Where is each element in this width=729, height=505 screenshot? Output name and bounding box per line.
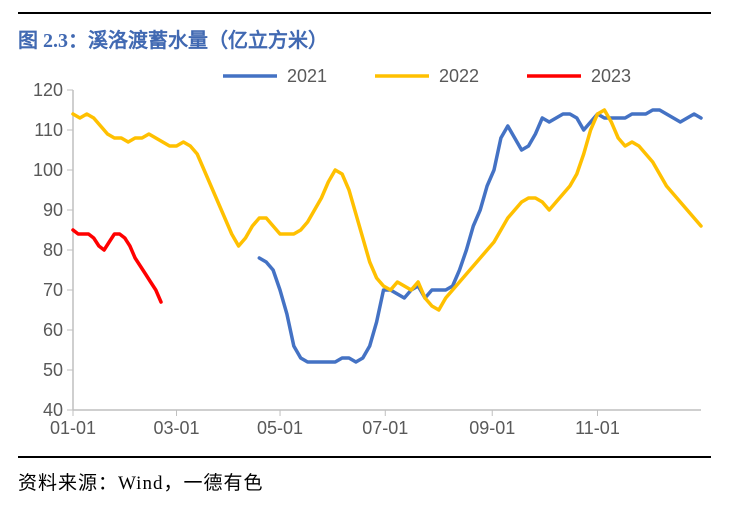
svg-text:90: 90 xyxy=(43,200,63,220)
source-bar: 资料来源：Wind，一德有色 xyxy=(18,456,711,495)
svg-text:40: 40 xyxy=(43,400,63,420)
svg-text:01-01: 01-01 xyxy=(50,418,96,438)
title-bar: 图 2.3：溪洛渡蓄水量（亿立方米） xyxy=(18,12,711,53)
svg-text:50: 50 xyxy=(43,360,63,380)
svg-text:70: 70 xyxy=(43,280,63,300)
figure-container: 图 2.3：溪洛渡蓄水量（亿立方米） 40 50 60 70 80 90 100 110 120… xyxy=(0,0,729,505)
svg-text:2021: 2021 xyxy=(287,66,327,86)
chart-area: 40 50 60 70 80 90 100 110 120 01-01 03-01 05-01 07-0… xyxy=(18,62,711,440)
svg-text:05-01: 05-01 xyxy=(257,418,303,438)
chart-title: 图 2.3：溪洛渡蓄水量（亿立方米） xyxy=(18,24,711,53)
line-chart: 40 50 60 70 80 90 100 110 120 01-01 03-01 05-01 07-0… xyxy=(18,62,711,440)
svg-text:2022: 2022 xyxy=(439,66,479,86)
svg-text:03-01: 03-01 xyxy=(153,418,199,438)
chart-source: 资料来源：Wind，一德有色 xyxy=(18,468,711,495)
svg-text:120: 120 xyxy=(33,80,63,100)
svg-text:2023: 2023 xyxy=(591,66,631,86)
svg-text:07-01: 07-01 xyxy=(362,418,408,438)
svg-text:11-01: 11-01 xyxy=(575,418,620,438)
svg-text:100: 100 xyxy=(33,160,63,180)
svg-text:60: 60 xyxy=(43,320,63,340)
svg-text:80: 80 xyxy=(43,240,63,260)
svg-text:09-01: 09-01 xyxy=(469,418,515,438)
svg-text:110: 110 xyxy=(34,120,63,140)
